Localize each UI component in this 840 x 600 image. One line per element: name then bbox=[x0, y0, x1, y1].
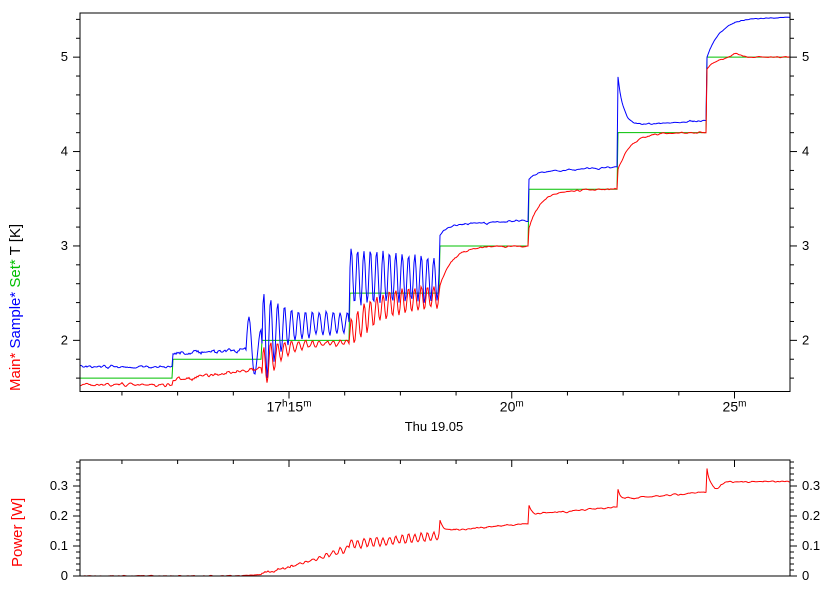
svg-text:5: 5 bbox=[802, 49, 809, 64]
svg-text:0.3: 0.3 bbox=[50, 478, 68, 493]
svg-text:0.3: 0.3 bbox=[802, 478, 820, 493]
svg-text:0.2: 0.2 bbox=[802, 508, 820, 523]
svg-text:0.1: 0.1 bbox=[802, 538, 820, 553]
svg-text:Power [W]: Power [W] bbox=[9, 498, 26, 567]
svg-text:3: 3 bbox=[802, 238, 809, 253]
svg-text:5: 5 bbox=[61, 49, 68, 64]
svg-text:4: 4 bbox=[61, 144, 68, 159]
svg-text:0.2: 0.2 bbox=[50, 508, 68, 523]
svg-text:2: 2 bbox=[61, 332, 68, 347]
svg-text:2: 2 bbox=[802, 332, 809, 347]
svg-text:0: 0 bbox=[802, 568, 809, 583]
svg-text:0.1: 0.1 bbox=[50, 538, 68, 553]
svg-text:3: 3 bbox=[61, 238, 68, 253]
svg-text:Main* Sample* Set* T [K]: Main* Sample* Set* T [K] bbox=[7, 224, 24, 391]
svg-text:Thu 19.05: Thu 19.05 bbox=[405, 419, 464, 434]
svg-text:0: 0 bbox=[61, 568, 68, 583]
svg-text:4: 4 bbox=[802, 144, 809, 159]
